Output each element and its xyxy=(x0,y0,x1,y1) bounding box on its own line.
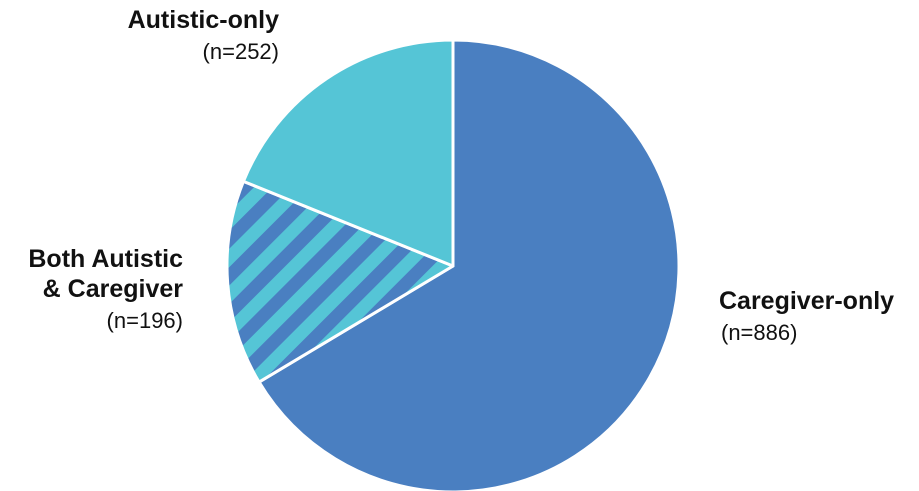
pie-slice-both-autistic-caregiver xyxy=(225,179,455,384)
slice-label-caregiver-only: Caregiver-only xyxy=(719,287,894,315)
label-autistic-only: Autistic-only (n=252) xyxy=(128,6,279,64)
slice-count-autistic-only: (n=252) xyxy=(203,39,279,64)
slice-label-autistic-only: Autistic-only xyxy=(128,6,279,34)
pie-slice-caregiver-only xyxy=(257,38,681,491)
pie-slices xyxy=(225,38,681,491)
slice-label-both-line1: Both Autistic xyxy=(28,245,183,273)
pie-slice-autistic-only xyxy=(241,38,455,268)
label-caregiver-only: Caregiver-only (n=886) xyxy=(719,287,894,345)
slice-count-both: (n=196) xyxy=(107,308,183,333)
slice-count-caregiver-only: (n=886) xyxy=(721,320,797,345)
slice-label-both-line2: & Caregiver xyxy=(43,275,184,303)
label-both: Both Autistic & Caregiver (n=196) xyxy=(28,245,183,333)
